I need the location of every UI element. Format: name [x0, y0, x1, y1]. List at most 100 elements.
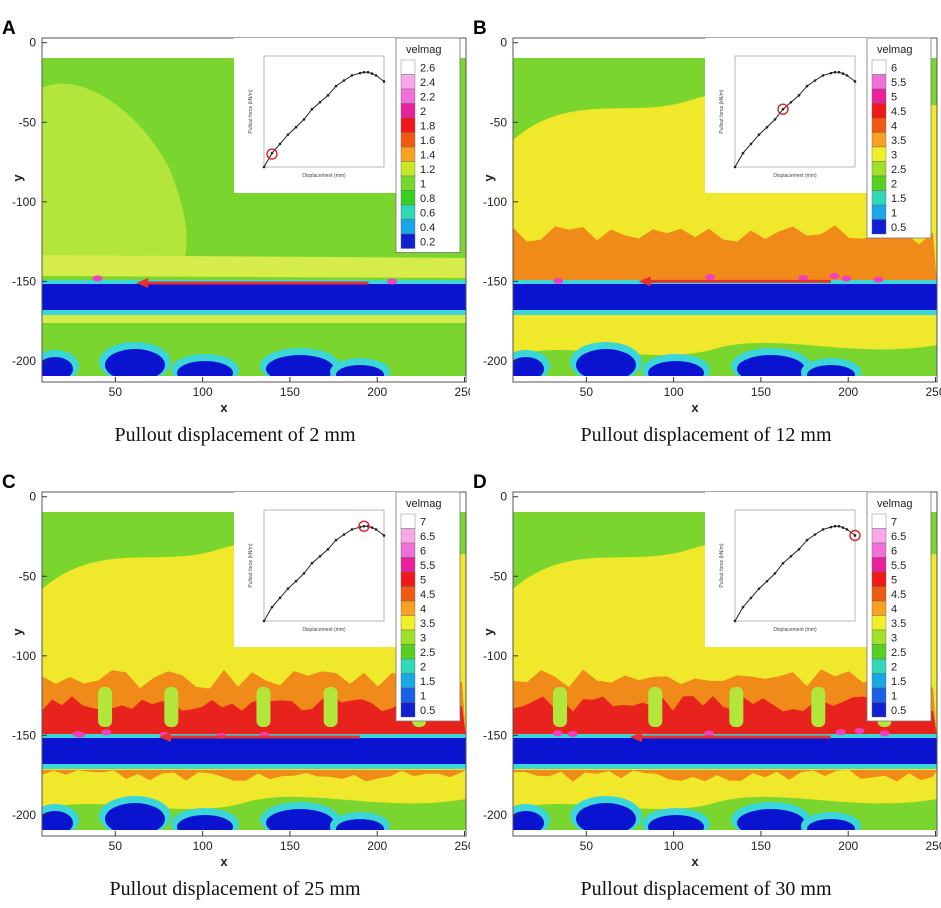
inset-point [805, 84, 809, 88]
legend-level-label: 6 [891, 546, 897, 558]
lower-orange-zone [42, 770, 466, 782]
hot-spot [841, 275, 852, 282]
legend-level-label: 2.6 [420, 63, 435, 75]
legend-level-label: 6 [891, 63, 897, 75]
legend-level-label: 1.5 [420, 676, 435, 688]
y-tick-label: -50 [490, 115, 508, 129]
y-tick-label: 0 [29, 36, 36, 50]
legend-level-label: 4.5 [891, 589, 906, 601]
lower-edge-band [513, 764, 937, 769]
inset-point [813, 79, 817, 82]
legend-swatch [871, 88, 887, 104]
contour-plot-c: 0 -50 -100 -150 -200 50 100 150 200 250 x y Displace… [10, 490, 470, 869]
y-tick-label: -50 [490, 569, 508, 583]
legend-level-label: 2 [420, 106, 426, 118]
y-tick-label: -100 [12, 649, 36, 663]
y-tick-label: -200 [483, 808, 507, 822]
legend-swatch [871, 702, 887, 718]
legend-level-label: 5 [420, 575, 426, 587]
inset-point [278, 596, 282, 600]
inset-background [234, 38, 396, 193]
legend-swatch [400, 571, 416, 587]
legend-level-label: 0.5 [891, 222, 906, 234]
x-tick-label: 150 [751, 385, 771, 399]
y-tick-label: -200 [12, 354, 36, 368]
inset-point [797, 94, 801, 97]
y-tick-label: -150 [483, 728, 507, 742]
legend-level-label: 1.4 [420, 150, 435, 162]
legend-swatch [871, 571, 887, 587]
legend-swatch [400, 175, 416, 191]
inclusion-band [513, 738, 937, 766]
legend-swatch [871, 74, 887, 90]
legend-level-label: 5 [891, 575, 897, 587]
x-axis-label: x [220, 400, 228, 415]
inset-point [757, 133, 761, 136]
legend-swatch [871, 644, 887, 660]
inset-y-label: Pullout force (kN/m) [719, 543, 725, 588]
hot-spot [829, 273, 840, 280]
x-tick-label: 50 [580, 839, 594, 853]
inclusion-band [513, 284, 937, 312]
y-tick-label: -100 [483, 195, 507, 209]
caption-a: Pullout displacement of 2 mm [114, 424, 356, 446]
inset-x-label: Displacement (mm) [773, 173, 817, 179]
low-velocity-lobe [42, 83, 187, 273]
legend-level-label: 1 [891, 691, 897, 703]
x-tick-label: 200 [838, 385, 858, 399]
x-tick-label: 250 [925, 839, 941, 853]
pullout-arrow-head [136, 277, 149, 288]
bottom-blue-blob [42, 811, 73, 835]
inset-point [310, 107, 314, 111]
x-tick-label: 200 [367, 385, 387, 399]
x-tick-label: 250 [454, 385, 470, 399]
inset-point [318, 554, 322, 558]
inset-y-label: Pullout force (kN/m) [719, 89, 725, 134]
hot-spot [387, 278, 398, 285]
inset-background [234, 492, 396, 647]
inset-point [853, 80, 857, 83]
legend-level-label: 5 [891, 92, 897, 104]
legend-swatch [400, 103, 416, 119]
inset-point [845, 74, 849, 77]
inset-point [262, 165, 266, 169]
inset-point [302, 572, 306, 575]
inset-background [705, 38, 867, 193]
pullout-arrow-head [638, 276, 651, 287]
inset-point [789, 554, 793, 558]
inset-point [362, 70, 366, 74]
inset-point [334, 538, 338, 542]
bottom-margin [42, 830, 466, 836]
y-tick-label: 0 [500, 490, 507, 504]
pullout-arrow-head [158, 731, 171, 742]
legend-level-label: 0.2 [420, 237, 435, 249]
inset-point [853, 534, 857, 537]
hot-spot [798, 275, 809, 282]
legend-level-label: 3 [891, 150, 897, 162]
y-tick-label: -50 [19, 569, 37, 583]
legend-swatch [871, 117, 887, 133]
inset-point [318, 100, 322, 104]
legend-swatch [871, 219, 887, 235]
light-pocket [256, 687, 271, 727]
inset-point [326, 94, 330, 97]
y-tick-label: -100 [12, 195, 36, 209]
inset-point [382, 80, 386, 83]
hot-spot [92, 275, 103, 282]
inset-point [270, 151, 274, 155]
y-tick-label: -200 [12, 808, 36, 822]
legend-level-label: 1.5 [891, 676, 906, 688]
legend-swatch [400, 117, 416, 133]
inset-point [302, 118, 306, 121]
legend-level-label: 5.5 [891, 77, 906, 89]
legend-swatch [871, 190, 887, 206]
inset-frame [734, 509, 856, 622]
inset-point [366, 70, 370, 74]
x-tick-label: 150 [280, 385, 300, 399]
inset-point [833, 70, 837, 74]
legend-level-label: 3.5 [891, 618, 906, 630]
legend-swatch [400, 629, 416, 645]
y-tick-label: -100 [483, 649, 507, 663]
x-axis-label: x [691, 854, 699, 869]
inset-point [358, 71, 362, 75]
